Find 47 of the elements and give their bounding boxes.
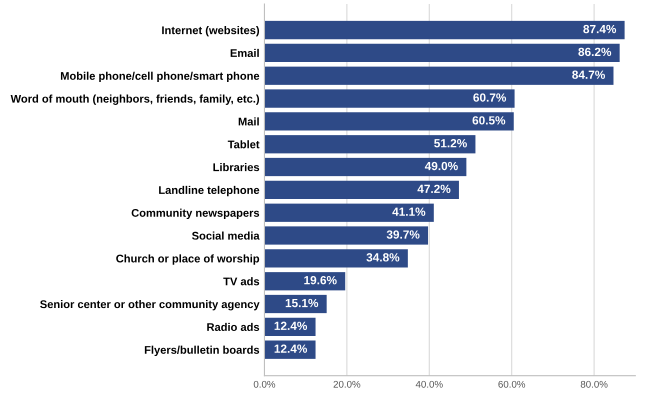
x-tick-label: 20.0%	[334, 380, 360, 388]
data-label: 34.8%	[366, 253, 400, 262]
bar	[264, 89, 515, 108]
y-tick-label: Radio ads	[207, 322, 260, 331]
y-tick-label: Internet (websites)	[162, 26, 260, 36]
data-label: 60.5%	[472, 116, 506, 125]
data-label: 12.4%	[274, 344, 308, 353]
bar	[264, 158, 466, 176]
data-label: 49.0%	[424, 162, 458, 170]
bar	[264, 66, 614, 85]
data-label: 41.1%	[392, 208, 426, 216]
bar	[264, 112, 514, 131]
bar	[264, 180, 459, 200]
y-tick-label: TV ads	[223, 277, 260, 286]
data-label: 39.7%	[386, 230, 420, 239]
y-tick-label: Senior center or other community agency	[40, 300, 260, 310]
y-tick-label: Community newspapers	[132, 208, 260, 220]
y-tick-label: Libraries	[213, 163, 260, 172]
data-label: 87.4%	[583, 24, 616, 34]
data-label: 19.6%	[304, 276, 337, 284]
x-tick-label: 80.0%	[580, 380, 608, 388]
x-tick-label: 60.0%	[498, 380, 526, 388]
bar	[264, 20, 625, 40]
y-tick-label: Mobile phone/cell phone/smart phone	[60, 72, 260, 82]
bar	[264, 204, 434, 222]
bar	[264, 44, 620, 62]
y-tick-label: Word of mouth (neighbors, friends, family, etc.)	[10, 94, 260, 105]
data-label: 60.7%	[473, 93, 506, 102]
y-tick-label: Landline telephone	[159, 186, 260, 196]
y-tick-label: Social media	[192, 232, 260, 240]
data-label: 86.2%	[578, 48, 612, 56]
bar	[264, 249, 408, 268]
y-tick-label: Tablet	[228, 140, 260, 148]
data-label: 12.4%	[274, 322, 308, 330]
data-label: 15.1%	[286, 298, 318, 308]
data-label: 51.2%	[434, 139, 467, 148]
x-tick-label: 0.0%	[254, 380, 276, 388]
y-tick-label: Church or place of worship	[116, 254, 260, 265]
bar	[264, 272, 346, 290]
y-tick-label: Mail	[238, 117, 259, 126]
data-label: 84.7%	[572, 70, 605, 79]
y-tick-label: Flyers/bulletin boards	[144, 346, 260, 356]
data-label: 47.2%	[417, 184, 450, 194]
bar	[264, 226, 428, 245]
y-tick-label: Email	[230, 48, 259, 58]
x-tick-label: 40.0%	[416, 380, 443, 388]
bar	[264, 135, 476, 154]
